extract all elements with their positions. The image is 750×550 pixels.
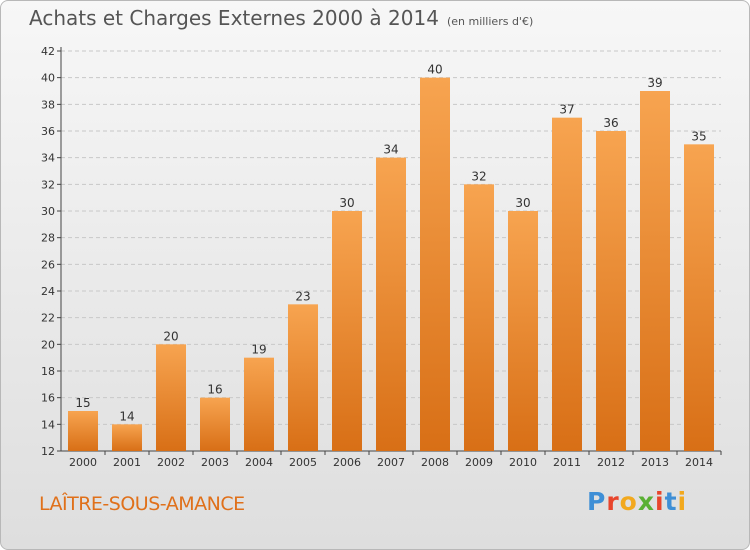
proxiti-logo: Proxiti <box>587 487 687 516</box>
bar-value-label: 15 <box>75 396 90 410</box>
y-tick-label: 32 <box>41 178 55 191</box>
x-tick-label: 2000 <box>69 456 97 469</box>
x-tick-label: 2012 <box>597 456 625 469</box>
x-tick-label: 2002 <box>157 456 185 469</box>
y-tick-label: 16 <box>41 392 55 405</box>
chart-unit: (en milliers d'€) <box>446 15 534 28</box>
bar-value-label: 20 <box>163 329 178 343</box>
x-tick-label: 2014 <box>685 456 713 469</box>
x-tick-label: 2005 <box>289 456 317 469</box>
y-tick-label: 42 <box>41 45 55 58</box>
bar-value-label: 35 <box>691 129 706 143</box>
x-tick-label: 2010 <box>509 456 537 469</box>
y-tick-label: 30 <box>41 205 55 218</box>
y-tick-label: 38 <box>41 98 55 111</box>
y-tick-label: 34 <box>41 152 55 165</box>
x-tick-label: 2006 <box>333 456 361 469</box>
y-tick-label: 36 <box>41 125 55 138</box>
bar <box>640 91 670 451</box>
bar-value-label: 30 <box>515 196 530 210</box>
chart-title: Achats et Charges Externes 2000 à 2014 (e… <box>29 6 533 30</box>
bar <box>420 77 450 452</box>
x-tick-label: 2011 <box>553 456 581 469</box>
logo-letter: P <box>587 487 607 516</box>
bar <box>244 357 274 451</box>
y-tick-label: 12 <box>41 445 55 458</box>
bar-value-label: 23 <box>295 289 310 303</box>
logo-letter: x <box>637 487 655 516</box>
y-tick-label: 18 <box>41 365 55 378</box>
bar <box>464 184 494 452</box>
bar-value-label: 16 <box>207 383 222 397</box>
chart-title-text: Achats et Charges Externes 2000 à 2014 <box>29 6 439 30</box>
bar-value-label: 30 <box>339 196 354 210</box>
y-tick-label: 40 <box>41 72 55 85</box>
bar <box>596 131 626 451</box>
bar <box>200 397 230 451</box>
logo-letter: i <box>677 487 688 516</box>
commune-name: LAÎTRE-SOUS-AMANCE <box>39 493 245 515</box>
y-tick-label: 26 <box>41 258 55 271</box>
y-tick-label: 22 <box>41 312 55 325</box>
bar-value-label: 39 <box>647 76 662 90</box>
y-tick-label: 14 <box>41 418 55 431</box>
bar <box>112 424 142 451</box>
bar-value-label: 14 <box>119 409 134 423</box>
x-tick-label: 2004 <box>245 456 273 469</box>
labels: 12 14 16 18 20 22 24 26 28 30 32 34 36 38 40 42 15 2000 14… <box>41 45 713 469</box>
x-tick-label: 2003 <box>201 456 229 469</box>
bar-value-label: 37 <box>559 103 574 117</box>
y-tick-label: 20 <box>41 338 55 351</box>
bar <box>332 211 362 451</box>
logo-letter: o <box>619 487 638 516</box>
bar <box>288 304 318 451</box>
x-tick-label: 2013 <box>641 456 669 469</box>
bar <box>376 157 406 451</box>
x-tick-label: 2001 <box>113 456 141 469</box>
bar <box>68 411 98 451</box>
bar <box>684 144 714 452</box>
x-tick-label: 2009 <box>465 456 493 469</box>
bar <box>156 344 186 451</box>
x-tick-label: 2007 <box>377 456 405 469</box>
y-tick-label: 24 <box>41 285 55 298</box>
logo-letter: r <box>606 487 620 516</box>
x-tick-label: 2008 <box>421 456 449 469</box>
bar-value-label: 34 <box>383 143 398 157</box>
bars <box>68 77 714 452</box>
logo-letter: i <box>655 487 665 516</box>
bar-value-label: 36 <box>603 116 618 130</box>
bar <box>508 211 538 451</box>
logo-letter: t <box>664 487 678 516</box>
bar-value-label: 19 <box>251 343 266 357</box>
y-tick-label: 28 <box>41 232 55 245</box>
bar-value-label: 32 <box>471 169 486 183</box>
bar-value-label: 40 <box>427 63 442 77</box>
bar <box>552 117 582 452</box>
